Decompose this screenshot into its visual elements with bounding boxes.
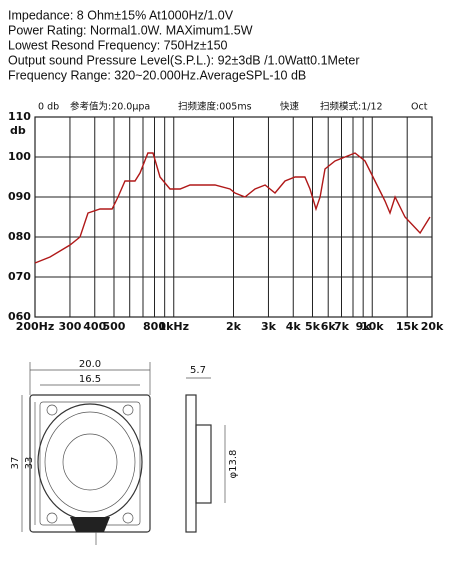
y-tick-label: 090 — [8, 190, 31, 203]
x-tick-label: 9k — [356, 320, 372, 333]
annotation: Oct — [411, 102, 428, 113]
frame-side — [185, 394, 197, 533]
x-tick-label: 300 — [58, 320, 81, 333]
inner-outline — [39, 401, 141, 526]
dimension: 20.0 — [79, 359, 101, 370]
x-tick-label: 5k — [305, 320, 321, 333]
x-tick-label: 4k — [286, 320, 302, 333]
y-tick-label: 060 — [8, 310, 31, 323]
annotation: 快速 — [280, 101, 300, 113]
dimension: 16.5 — [79, 374, 101, 385]
dimension: φ13.8 — [228, 450, 239, 479]
hole — [46, 512, 58, 524]
x-tick-label: 10k — [361, 320, 384, 333]
x-tick-label: 200Hz — [16, 320, 55, 333]
magnet-side — [195, 424, 212, 504]
hole — [46, 404, 58, 416]
outline — [29, 394, 151, 533]
cone-outer — [37, 403, 143, 521]
cone-inner — [44, 411, 136, 513]
spec-line: Lowest Resond Frequency: 750Hz±150 — [8, 38, 228, 52]
x-tick-label: 20k — [421, 320, 444, 333]
response-curve — [34, 152, 431, 264]
terminal — [70, 517, 110, 532]
hole — [122, 512, 134, 524]
x-tick-label: 2k — [226, 320, 242, 333]
x-tick-label: 400 — [83, 320, 106, 333]
x-tick-label: 3k — [261, 320, 277, 333]
y-tick-label: 080 — [8, 230, 31, 243]
x-tick-label: 500 — [103, 320, 126, 333]
annotation: 参考值为:20.0μpa — [70, 101, 150, 113]
specs: Impedance: 8 Ohm±15% At1000Hz/1.0V Power… — [8, 8, 360, 82]
y-tick-label: 110 — [8, 110, 31, 123]
dimension: 37 — [10, 457, 21, 470]
y-tick-label: 070 — [8, 270, 31, 283]
dimension: 33 — [24, 457, 35, 470]
x-tick-label: 1kHz — [158, 320, 189, 333]
x-tick-label: 15k — [396, 320, 419, 333]
cone-center — [62, 433, 118, 491]
spec-line: Frequency Range: 320~20.000Hz.AverageSPL… — [8, 68, 306, 82]
y-axis-label: db — [10, 124, 26, 137]
spec-line: Power Rating: Normal1.0W. MAXimum1.5W — [8, 23, 253, 37]
y-tick-label: 100 — [8, 150, 31, 163]
hole — [122, 404, 134, 416]
dimension: 5.7 — [190, 365, 206, 376]
chart: 0 db 参考值为:20.0μpa 扫频速度:005ms 快速 扫频模式:1/12 Oct… — [8, 101, 444, 334]
annotation: 扫频速度:005ms — [178, 101, 252, 113]
annotation: 扫频模式:1/12 — [320, 101, 383, 113]
side-view: 5.7 φ13.8 — [185, 365, 239, 533]
spec-line: Output sound Pressure Level(S.P.L.): 92±… — [8, 53, 360, 67]
x-tick-label: 6k — [321, 320, 337, 333]
annotation: 0 db — [38, 102, 59, 113]
spec-line: Impedance: 8 Ohm±15% At1000Hz/1.0V — [8, 8, 234, 22]
front-view: 20.0 16.5 37 33 — [10, 359, 151, 545]
x-tick-label: 800 — [143, 320, 166, 333]
x-tick-label: 7k — [334, 320, 350, 333]
